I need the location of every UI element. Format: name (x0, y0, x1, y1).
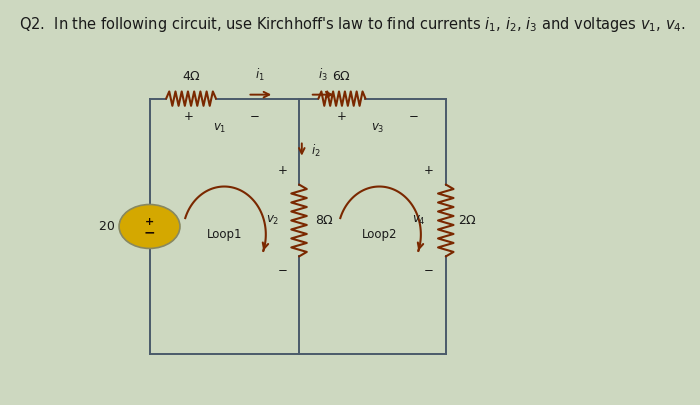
Text: −: − (277, 264, 288, 277)
Text: Q2.  In the following circuit, use Kirchhoff's law to find currents $i_1$, $i_2$: Q2. In the following circuit, use Kirchh… (20, 15, 686, 34)
Text: $v_4$: $v_4$ (412, 214, 426, 227)
Text: Loop1: Loop1 (206, 228, 242, 241)
Text: −: − (250, 110, 260, 123)
Text: $v_3$: $v_3$ (371, 122, 385, 135)
Text: −: − (144, 226, 155, 240)
Text: $4\Omega$: $4\Omega$ (181, 70, 201, 83)
Text: +: + (183, 110, 193, 123)
Text: $v_2$: $v_2$ (266, 214, 279, 227)
Text: $8\Omega$: $8\Omega$ (314, 214, 334, 227)
Text: +: + (277, 164, 288, 177)
Text: Loop2: Loop2 (362, 228, 397, 241)
Text: +: + (337, 110, 347, 123)
Text: $6\Omega$: $6\Omega$ (332, 70, 351, 83)
Text: +: + (424, 164, 434, 177)
Text: −: − (409, 110, 419, 123)
Text: $v_1$: $v_1$ (213, 122, 227, 135)
Text: 20 V: 20 V (99, 220, 127, 233)
Text: $i_1$: $i_1$ (256, 67, 265, 83)
Text: −: − (424, 264, 434, 277)
Text: +: + (145, 217, 154, 227)
Text: $i_3$: $i_3$ (318, 67, 328, 83)
Text: $i_2$: $i_2$ (312, 143, 321, 159)
Circle shape (119, 205, 180, 248)
Text: $2\Omega$: $2\Omega$ (458, 214, 477, 227)
